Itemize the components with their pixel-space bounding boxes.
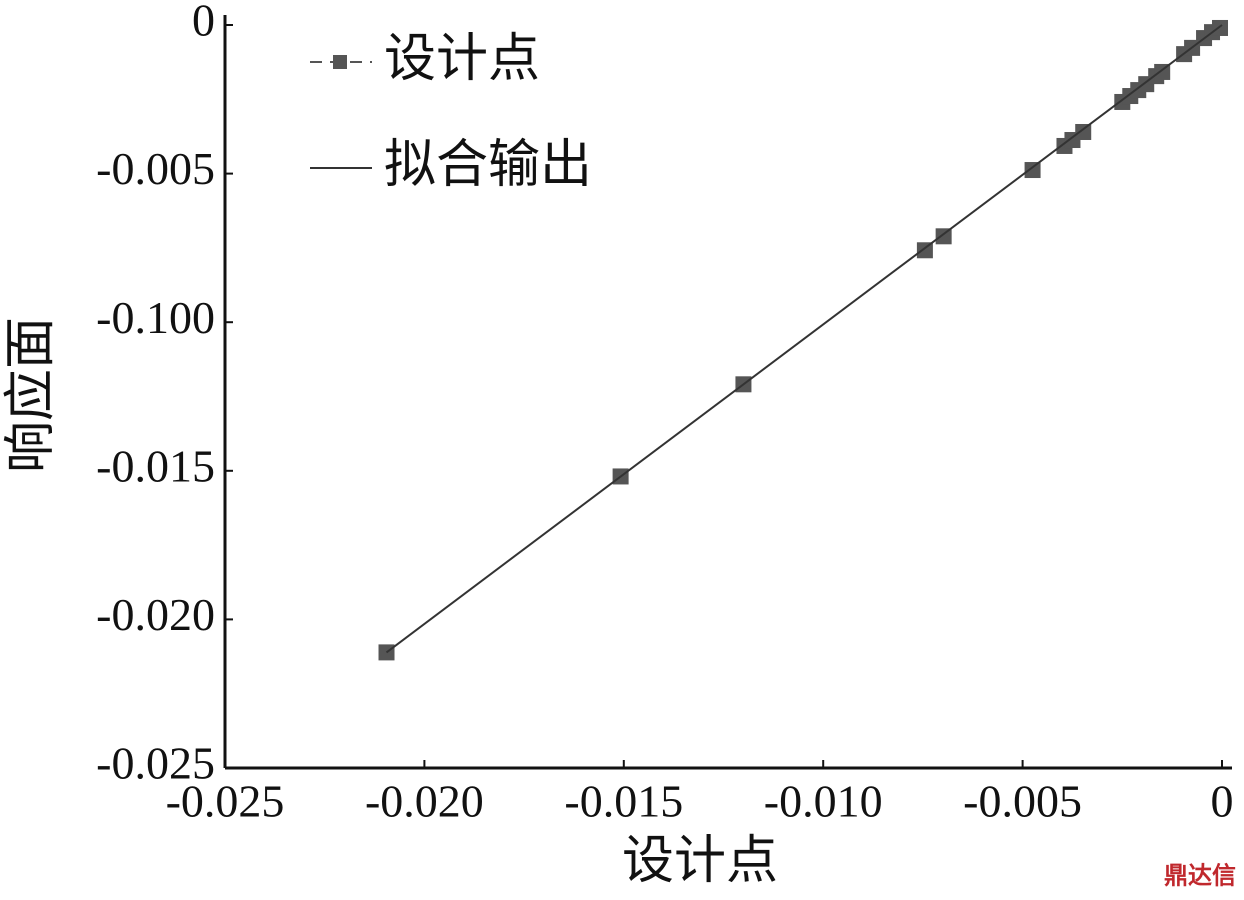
legend-label: 拟合输出 (384, 137, 592, 194)
design-point (1212, 19, 1229, 36)
y-tick-label: -0.015 (96, 440, 215, 491)
x-tick-label: -0.010 (764, 776, 883, 827)
x-axis-label: 设计点 (622, 833, 778, 890)
y-tick-label: -0.020 (96, 589, 215, 640)
legend-marker (333, 55, 347, 69)
y-tick-label: 0 (192, 0, 215, 46)
design-point (935, 228, 952, 245)
x-tick-label: 0 (1211, 776, 1234, 827)
design-point (1024, 162, 1041, 179)
x-tick-label: -0.005 (963, 776, 1082, 827)
x-tick-label: -0.025 (166, 776, 285, 827)
fit-line (385, 24, 1223, 654)
y-axis-label: 响应面 (3, 317, 60, 473)
design-point (1075, 123, 1092, 140)
y-tick-label: -0.100 (96, 292, 215, 343)
y-tick-label: -0.005 (96, 143, 215, 194)
y-tick-label: -0.025 (96, 738, 215, 789)
watermark: 鼎达信 (1164, 862, 1236, 890)
x-tick-label: -0.020 (365, 776, 484, 827)
x-tick-label: -0.015 (564, 776, 683, 827)
legend-label: 设计点 (384, 31, 540, 88)
